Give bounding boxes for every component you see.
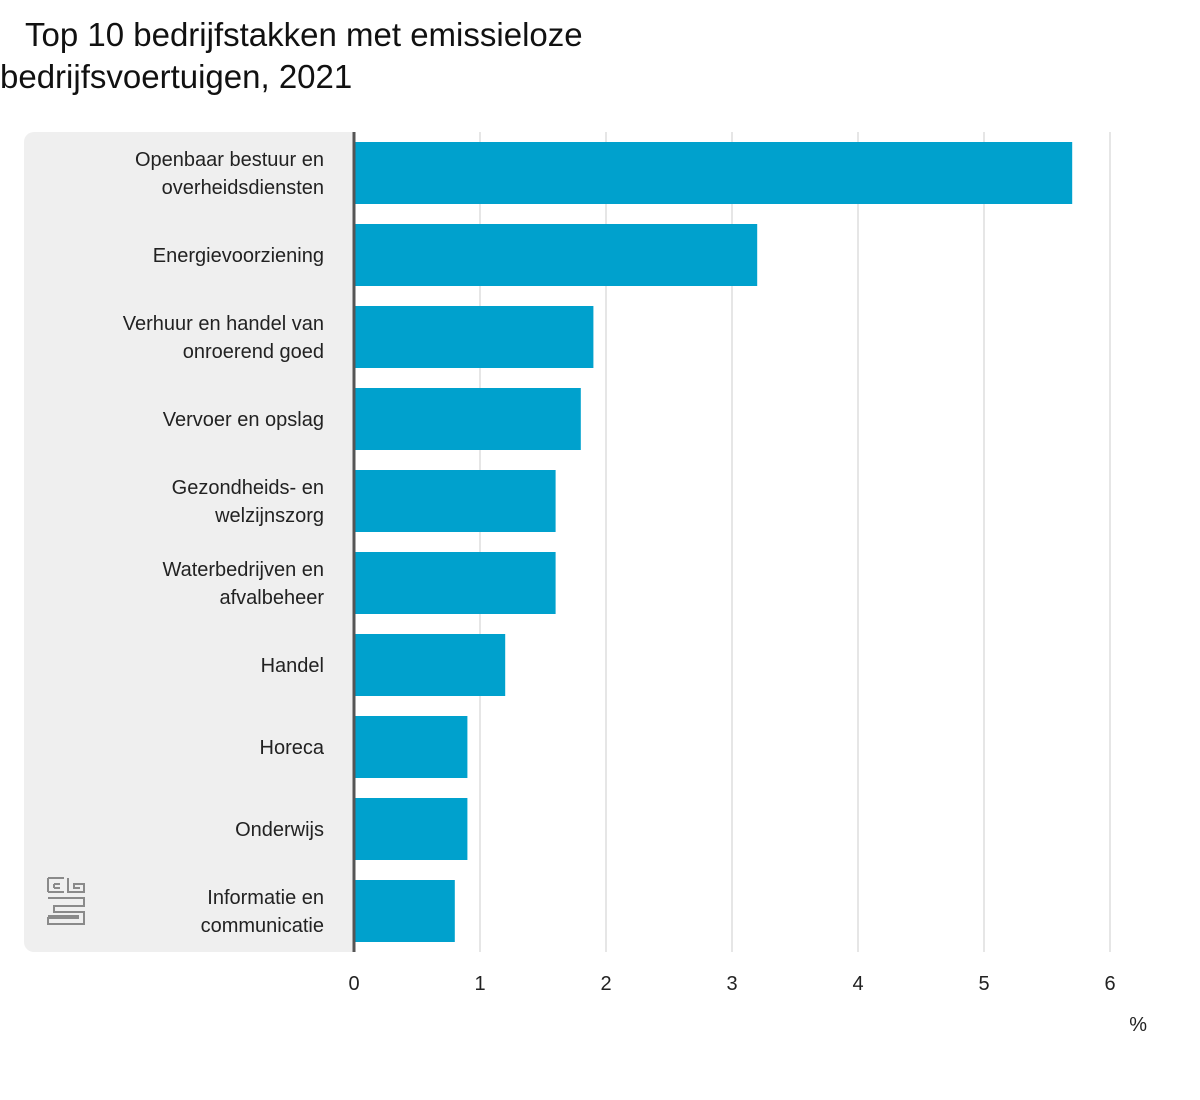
bar [354,224,758,286]
bar [354,716,468,778]
category-label: Handel [261,655,324,677]
bar [354,552,556,614]
category-label-panel [24,132,354,952]
category-labels: Openbaar bestuur en overheidsdiensten Ener… [123,149,325,937]
bar [354,634,506,696]
category-label: Openbaar bestuur en overheidsdiensten [135,149,324,199]
x-tick-label: 0 [348,973,359,995]
chart-title: Top 10 bedrijfstakken met emissieloze be… [0,14,700,98]
x-tick-label: 5 [978,973,989,995]
x-axis-ticks: 0 1 2 3 4 5 6 [348,973,1115,995]
category-label: Informatie en communicatie [201,887,324,937]
x-tick-label: 6 [1104,973,1115,995]
chart-title-line-2: bedrijfsvoertuigen, 2021 [0,58,353,95]
x-tick-label: 4 [852,973,863,995]
category-label: Horeca [260,737,325,759]
bar [354,306,594,368]
cbs-logo-icon [47,877,85,925]
category-label: Waterbedrijven en afvalbeheer [162,559,324,609]
x-tick-label: 2 [600,973,611,995]
chart-title-line-1: Top 10 bedrijfstakken met emissieloze [25,16,583,53]
category-label: Onderwijs [235,819,324,841]
category-label: Gezondheids- en welzijnszorg [172,477,324,527]
x-tick-label: 1 [474,973,485,995]
category-label: Energievoorziening [153,245,324,267]
category-label: Vervoer en opslag [163,409,324,431]
x-tick-label: 3 [726,973,737,995]
category-label: Verhuur en handel van onroerend goed [123,313,324,363]
bar [354,798,468,860]
x-axis-unit-label: % [1129,1014,1147,1036]
bar [354,142,1073,204]
bars [354,142,1073,942]
bar [354,470,556,532]
bar [354,880,455,942]
bar [354,388,581,450]
